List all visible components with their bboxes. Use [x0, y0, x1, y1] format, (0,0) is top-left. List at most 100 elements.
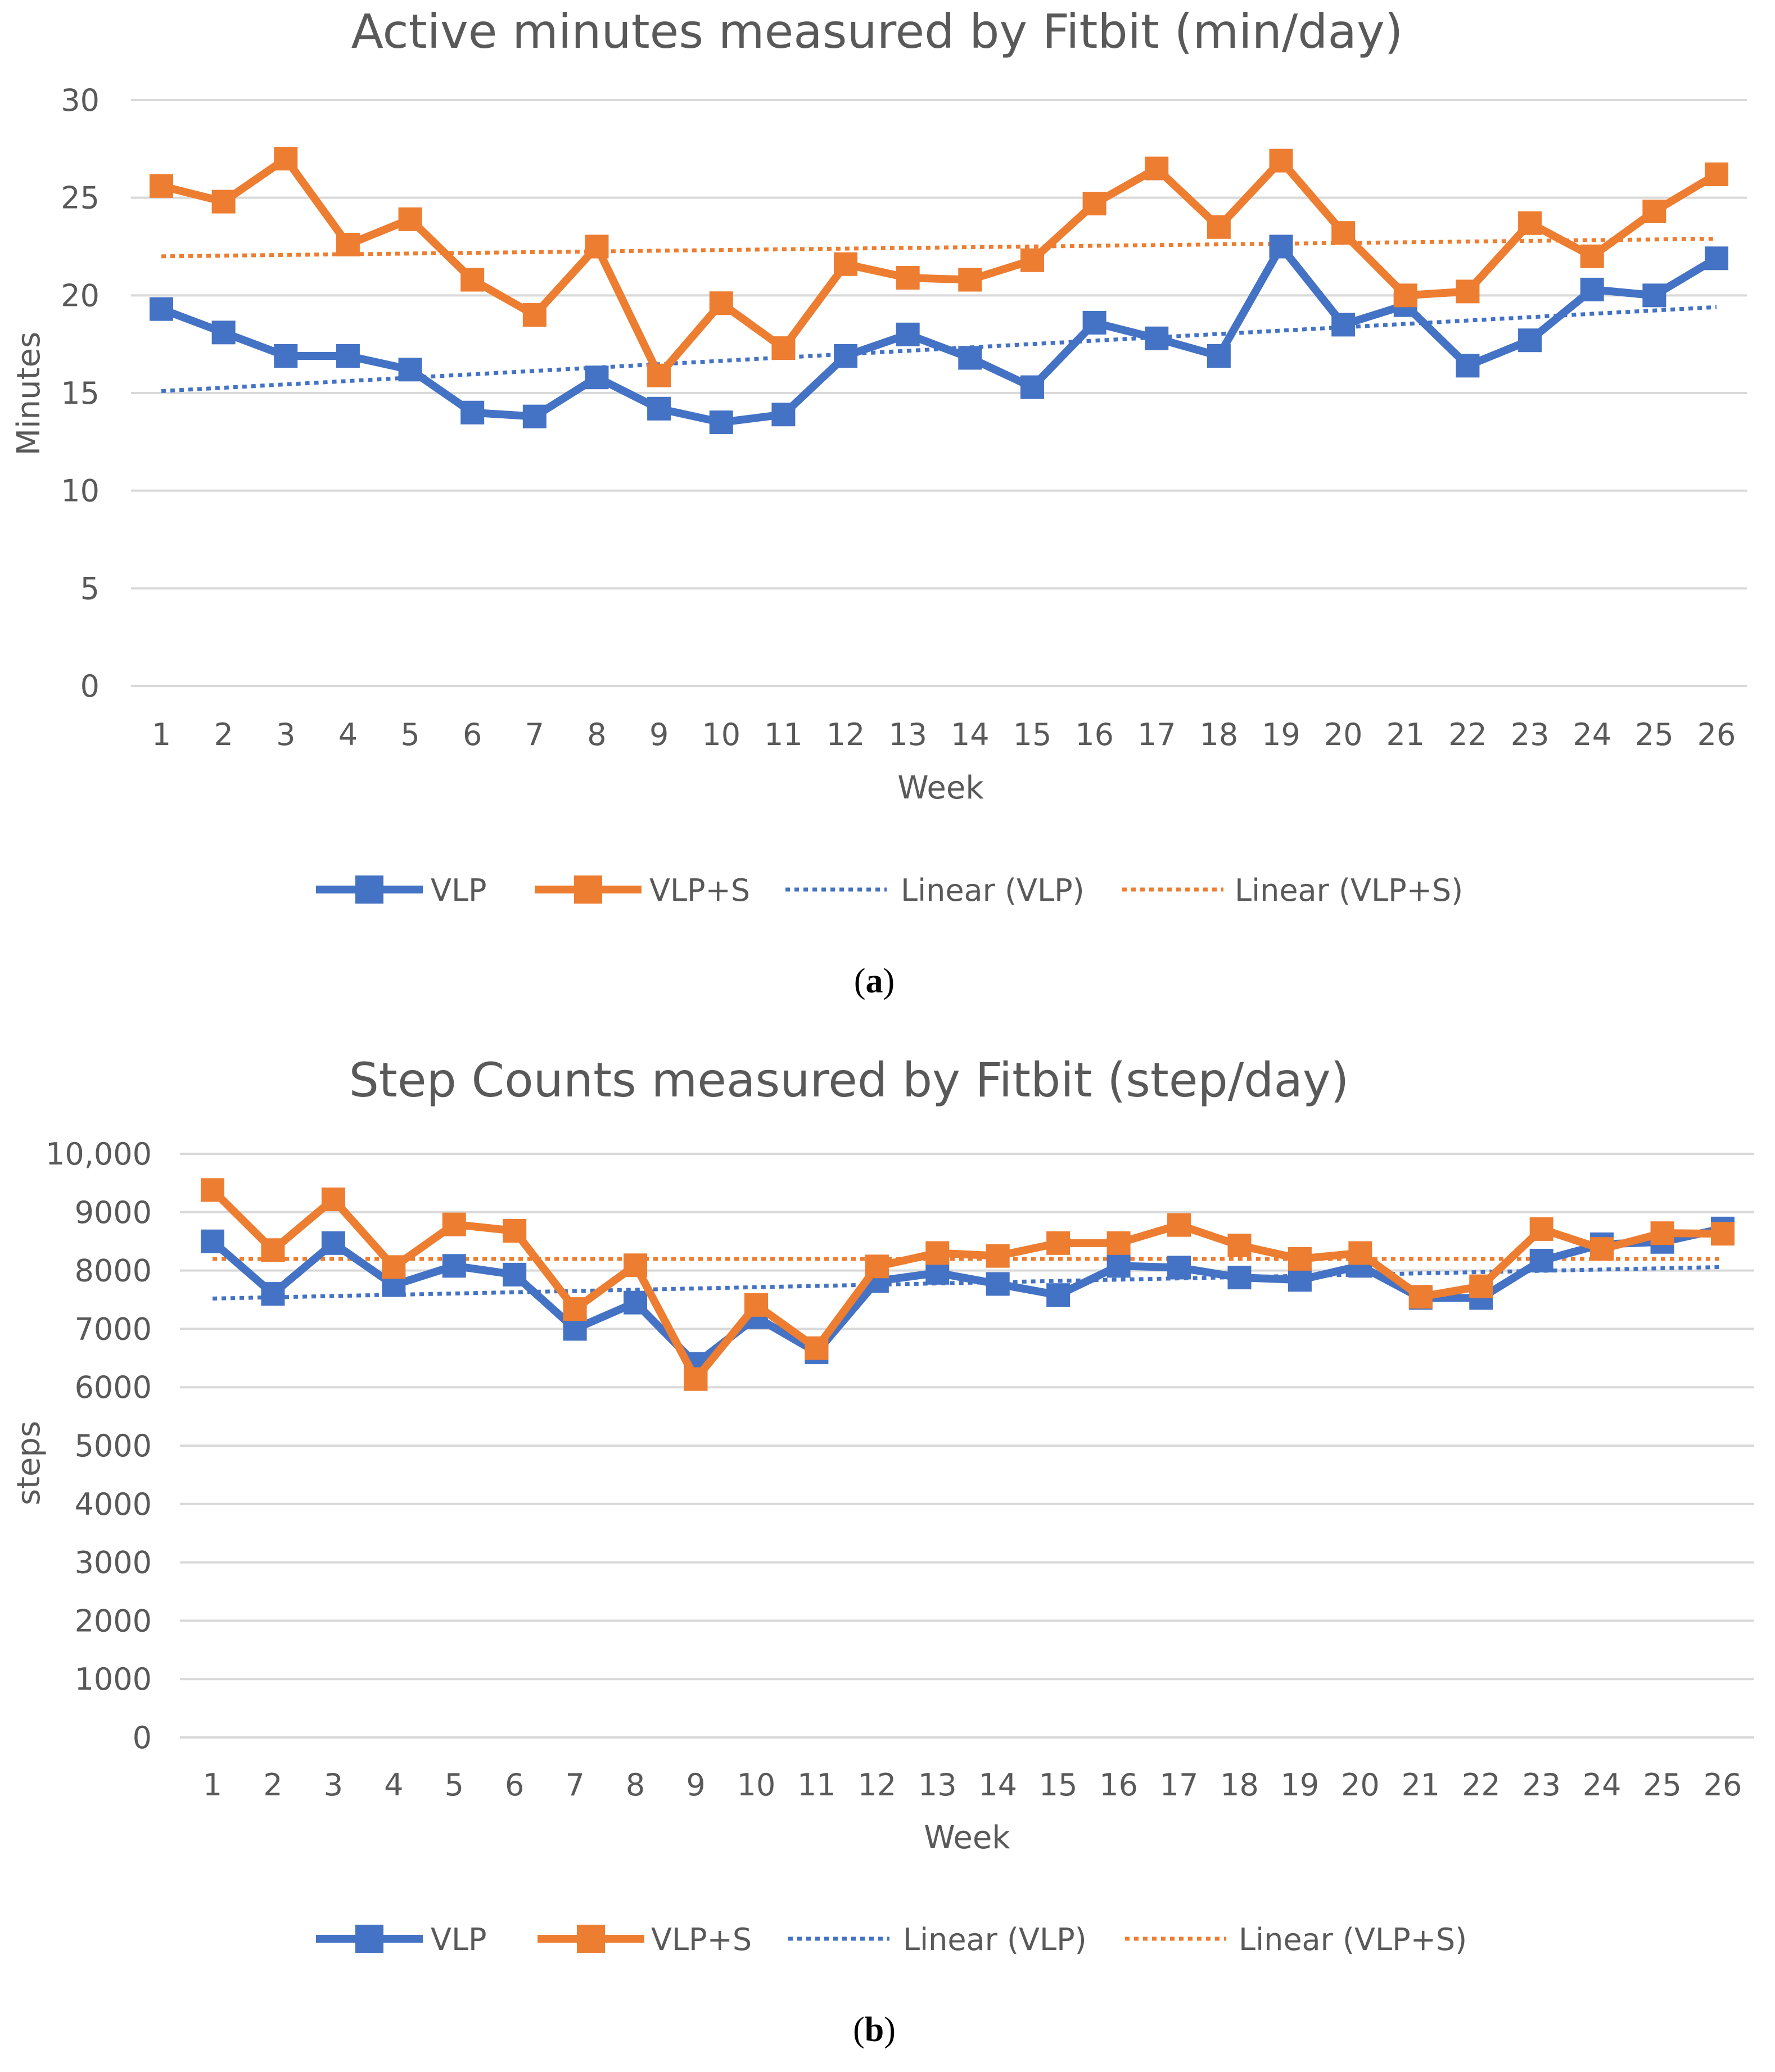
x-tick-label: 12	[826, 717, 865, 752]
data-point-vlp-s	[1145, 156, 1169, 180]
x-tick-label: 2	[214, 717, 233, 752]
data-point-vlp	[925, 1261, 950, 1285]
data-point-vlp-s	[1082, 192, 1106, 216]
data-point-vlp	[1106, 1254, 1131, 1278]
data-point-vlp-s	[1580, 244, 1604, 268]
x-tick-label: 22	[1448, 717, 1487, 752]
data-point-vlp	[201, 1229, 224, 1253]
data-point-vlp-s	[522, 303, 546, 327]
data-point-vlp	[1529, 1248, 1553, 1272]
x-tick-label: 9	[649, 717, 669, 752]
y-tick-label: 4000	[75, 1487, 152, 1522]
y-tick-label: 1000	[75, 1662, 152, 1697]
data-point-vlp	[1207, 344, 1231, 368]
x-tick-label: 16	[1075, 717, 1114, 752]
x-tick-label: 24	[1583, 1767, 1622, 1803]
data-point-vlp-s	[336, 233, 360, 257]
data-point-vlp-s	[201, 1178, 224, 1202]
data-point-vlp-s	[1705, 162, 1728, 186]
data-point-vlp	[1167, 1256, 1191, 1280]
chart-b-y-ticks: 0 1000 2000 3000 4000 5000 6000 7000 8000 9000 10,…	[46, 1136, 152, 1755]
data-point-vlp-s	[1529, 1217, 1553, 1241]
data-point-vlp	[1269, 234, 1293, 259]
y-tick-label: 5	[80, 571, 100, 606]
data-point-vlp	[585, 365, 609, 390]
data-point-vlp	[150, 297, 173, 321]
x-tick-label: 21	[1386, 717, 1425, 752]
data-point-vlp	[1145, 326, 1169, 350]
data-point-vlp-s	[1642, 199, 1666, 223]
y-tick-label: 15	[61, 376, 100, 411]
chart-a-x-axis-title: Week	[897, 770, 984, 806]
data-point-vlp-s	[1227, 1233, 1252, 1257]
x-tick-label: 11	[764, 717, 803, 752]
x-tick-label: 14	[951, 717, 990, 752]
data-point-vlp	[771, 403, 796, 427]
data-point-vlp-s	[1456, 279, 1480, 304]
y-tick-label: 8000	[75, 1253, 152, 1289]
y-tick-label: 30	[61, 83, 100, 118]
caption-a: (a)	[854, 962, 895, 1000]
y-tick-label: 7000	[75, 1311, 152, 1347]
data-point-vlp	[503, 1262, 527, 1286]
y-tick-label: 9000	[75, 1195, 152, 1230]
legend-a-vlp-marker-icon	[355, 875, 383, 904]
chart-b-title: Step Counts measured by Fitbit (step/day…	[349, 1053, 1349, 1108]
data-point-vlp	[1705, 246, 1728, 270]
data-point-vlp-s	[1393, 283, 1417, 308]
data-point-vlp-s	[624, 1253, 648, 1277]
data-point-vlp	[1456, 354, 1480, 378]
data-point-vlp-s	[896, 266, 920, 290]
x-tick-label: 7	[565, 1767, 584, 1803]
data-point-vlp	[274, 344, 298, 368]
legend-a-linear-vlp-s-label: Linear (VLP+S)	[1235, 873, 1463, 908]
data-point-vlp	[958, 346, 982, 370]
y-tick-label: 25	[61, 180, 100, 216]
data-point-vlp-s	[382, 1255, 406, 1279]
legend-b-linear-vlp-s-label: Linear (VLP+S)	[1239, 1922, 1467, 1957]
x-tick-label: 13	[918, 1767, 957, 1803]
chart-b-legend: VLP VLP+S Linear (VLP) Linear (VLP+S)	[316, 1922, 1467, 1957]
data-point-vlp	[834, 344, 858, 368]
chart-b-x-axis-title: Week	[924, 1820, 1010, 1856]
data-point-vlp-s	[647, 363, 671, 387]
x-tick-label: 8	[626, 1767, 645, 1803]
chart-a-y-ticks: 0 5 10 15 20 25 30	[61, 83, 100, 704]
chart-a-x-ticks: 1 2 3 4 5 6 7 8 9 10 11 12 13 14 15 16 17 18 19 20 21 22 23 24 2…	[152, 717, 1736, 752]
data-point-vlp-s	[1020, 248, 1044, 272]
data-point-vlp-s	[274, 147, 298, 171]
data-point-vlp	[1227, 1266, 1252, 1290]
y-tick-label: 20	[61, 278, 100, 313]
y-tick-label: 10	[61, 473, 100, 509]
data-point-vlp	[709, 410, 733, 435]
data-point-vlp	[211, 320, 236, 345]
legend-a-vlp-s-marker-icon	[574, 875, 602, 904]
chart-a-gridlines	[131, 99, 1747, 687]
data-point-vlp-s	[744, 1293, 768, 1317]
data-point-vlp-s	[563, 1297, 587, 1321]
y-tick-label: 0	[133, 1720, 152, 1755]
data-point-vlp-s	[986, 1244, 1010, 1268]
x-tick-label: 14	[978, 1767, 1017, 1803]
x-tick-label: 20	[1324, 717, 1363, 752]
data-point-vlp	[1518, 328, 1542, 353]
data-point-vlp	[1642, 283, 1666, 308]
x-tick-label: 6	[463, 717, 482, 752]
data-point-vlp-s	[261, 1238, 285, 1262]
caption-b: (b)	[853, 2011, 896, 2049]
x-tick-label: 9	[686, 1767, 705, 1803]
x-tick-label: 5	[400, 717, 419, 752]
data-point-vlp	[1020, 375, 1044, 399]
data-point-vlp-s	[771, 336, 796, 360]
x-tick-label: 23	[1522, 1767, 1561, 1803]
x-tick-label: 18	[1220, 1767, 1259, 1803]
x-tick-label: 10	[702, 717, 740, 752]
data-point-vlp	[442, 1254, 466, 1278]
legend-b-linear-vlp-label: Linear (VLP)	[903, 1922, 1087, 1957]
data-point-vlp-s	[1288, 1247, 1312, 1271]
data-point-vlp-s	[321, 1187, 345, 1211]
legend-b-vlp-marker-icon	[355, 1925, 383, 1953]
data-point-vlp-s	[1207, 215, 1231, 239]
data-point-vlp-s	[1106, 1231, 1131, 1255]
